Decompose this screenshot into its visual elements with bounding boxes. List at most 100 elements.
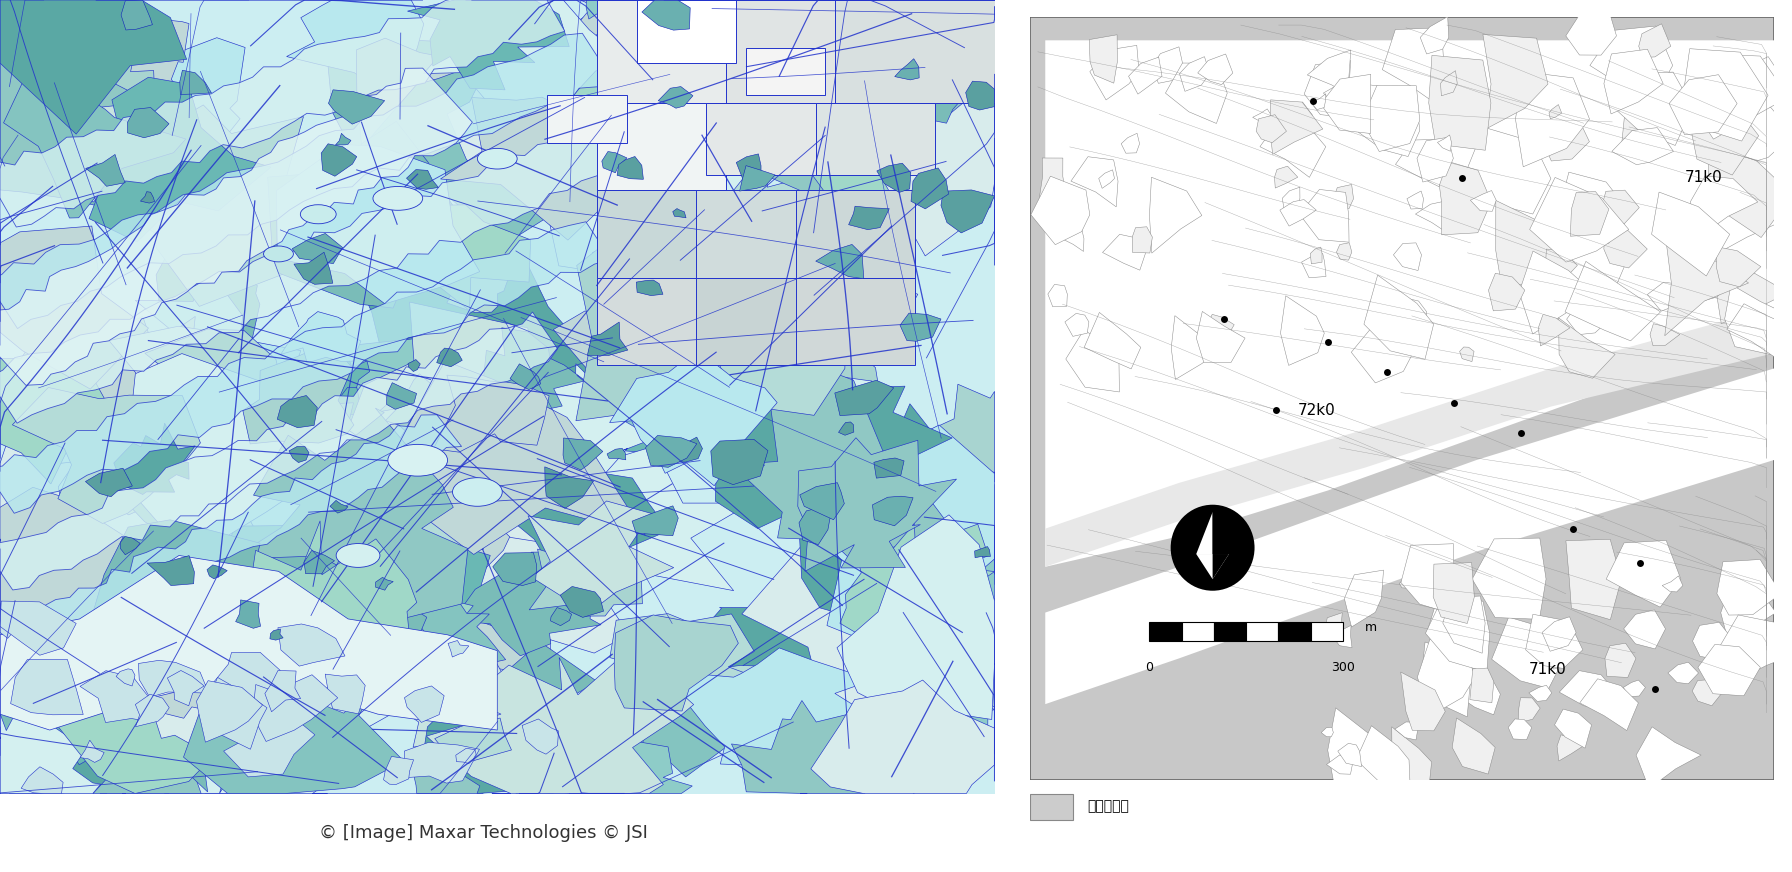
Polygon shape <box>941 190 995 233</box>
Polygon shape <box>0 123 634 423</box>
Polygon shape <box>1197 311 1245 363</box>
Polygon shape <box>319 323 566 529</box>
Polygon shape <box>1260 121 1326 177</box>
Text: 0: 0 <box>1145 661 1154 674</box>
Polygon shape <box>1382 28 1444 105</box>
Circle shape <box>1172 506 1254 589</box>
Polygon shape <box>849 206 889 229</box>
Ellipse shape <box>477 148 518 169</box>
Polygon shape <box>529 501 674 614</box>
Polygon shape <box>1717 560 1781 615</box>
Polygon shape <box>127 673 285 780</box>
Polygon shape <box>1559 671 1616 709</box>
Polygon shape <box>147 555 194 586</box>
Polygon shape <box>1441 71 1457 96</box>
Polygon shape <box>835 380 894 416</box>
Polygon shape <box>423 0 631 123</box>
Polygon shape <box>459 508 629 653</box>
Bar <box>1181 623 1213 641</box>
Polygon shape <box>1452 718 1495 774</box>
Polygon shape <box>493 553 536 585</box>
Polygon shape <box>742 505 978 732</box>
Polygon shape <box>0 221 611 514</box>
Polygon shape <box>840 523 995 650</box>
Polygon shape <box>425 642 597 783</box>
Polygon shape <box>233 625 281 660</box>
Polygon shape <box>1331 625 1351 648</box>
Polygon shape <box>767 126 916 222</box>
Polygon shape <box>1686 248 1740 305</box>
Polygon shape <box>1708 146 1792 237</box>
Polygon shape <box>1061 229 1084 251</box>
Polygon shape <box>672 208 686 218</box>
Polygon shape <box>679 648 873 785</box>
Polygon shape <box>348 408 480 518</box>
Polygon shape <box>0 0 186 134</box>
Bar <box>597 103 726 190</box>
Polygon shape <box>615 615 738 711</box>
Polygon shape <box>287 0 423 82</box>
Polygon shape <box>281 311 360 363</box>
Polygon shape <box>1321 74 1371 133</box>
Polygon shape <box>1271 100 1322 154</box>
Polygon shape <box>1165 63 1228 124</box>
Polygon shape <box>821 228 910 297</box>
Polygon shape <box>607 448 625 460</box>
Polygon shape <box>1337 242 1351 260</box>
Polygon shape <box>548 89 772 290</box>
Polygon shape <box>0 415 462 664</box>
Polygon shape <box>1039 158 1066 202</box>
Polygon shape <box>0 33 611 329</box>
Polygon shape <box>142 676 355 794</box>
Polygon shape <box>1491 617 1564 688</box>
Polygon shape <box>1550 223 1625 303</box>
Polygon shape <box>636 280 663 296</box>
Polygon shape <box>156 617 407 773</box>
Polygon shape <box>1208 315 1235 344</box>
Polygon shape <box>491 361 654 484</box>
Polygon shape <box>23 700 229 794</box>
Polygon shape <box>1455 674 1500 715</box>
Ellipse shape <box>453 478 502 507</box>
Polygon shape <box>306 589 480 700</box>
Polygon shape <box>1692 263 1711 279</box>
Polygon shape <box>1364 275 1434 359</box>
Polygon shape <box>292 234 342 263</box>
Bar <box>796 277 916 365</box>
Polygon shape <box>95 105 303 306</box>
Polygon shape <box>1727 303 1792 357</box>
Polygon shape <box>1310 247 1322 264</box>
Polygon shape <box>1717 252 1788 324</box>
Polygon shape <box>441 97 636 240</box>
Polygon shape <box>383 519 572 668</box>
Polygon shape <box>1692 679 1724 705</box>
Polygon shape <box>509 471 668 589</box>
Polygon shape <box>513 90 573 139</box>
Text: © [Image] Maxar Technologies © JSI: © [Image] Maxar Technologies © JSI <box>319 824 649 841</box>
Polygon shape <box>1324 613 1342 641</box>
Polygon shape <box>1401 672 1446 731</box>
Polygon shape <box>453 552 600 656</box>
Polygon shape <box>1045 40 1774 567</box>
Polygon shape <box>269 571 426 697</box>
Polygon shape <box>1489 273 1525 310</box>
Polygon shape <box>109 393 274 543</box>
Polygon shape <box>138 660 208 698</box>
Polygon shape <box>52 633 242 794</box>
Bar <box>1030 794 1073 820</box>
Bar <box>597 0 745 103</box>
Polygon shape <box>1434 562 1475 623</box>
Polygon shape <box>1328 708 1380 793</box>
Polygon shape <box>1392 726 1432 792</box>
Bar <box>1149 623 1181 641</box>
Polygon shape <box>1256 115 1287 143</box>
Polygon shape <box>1129 58 1161 94</box>
Polygon shape <box>1475 83 1487 102</box>
Polygon shape <box>1437 135 1452 151</box>
Polygon shape <box>332 504 491 682</box>
Polygon shape <box>815 244 864 279</box>
Polygon shape <box>1102 235 1145 270</box>
Polygon shape <box>403 93 487 155</box>
Polygon shape <box>348 363 541 523</box>
Polygon shape <box>663 232 717 281</box>
